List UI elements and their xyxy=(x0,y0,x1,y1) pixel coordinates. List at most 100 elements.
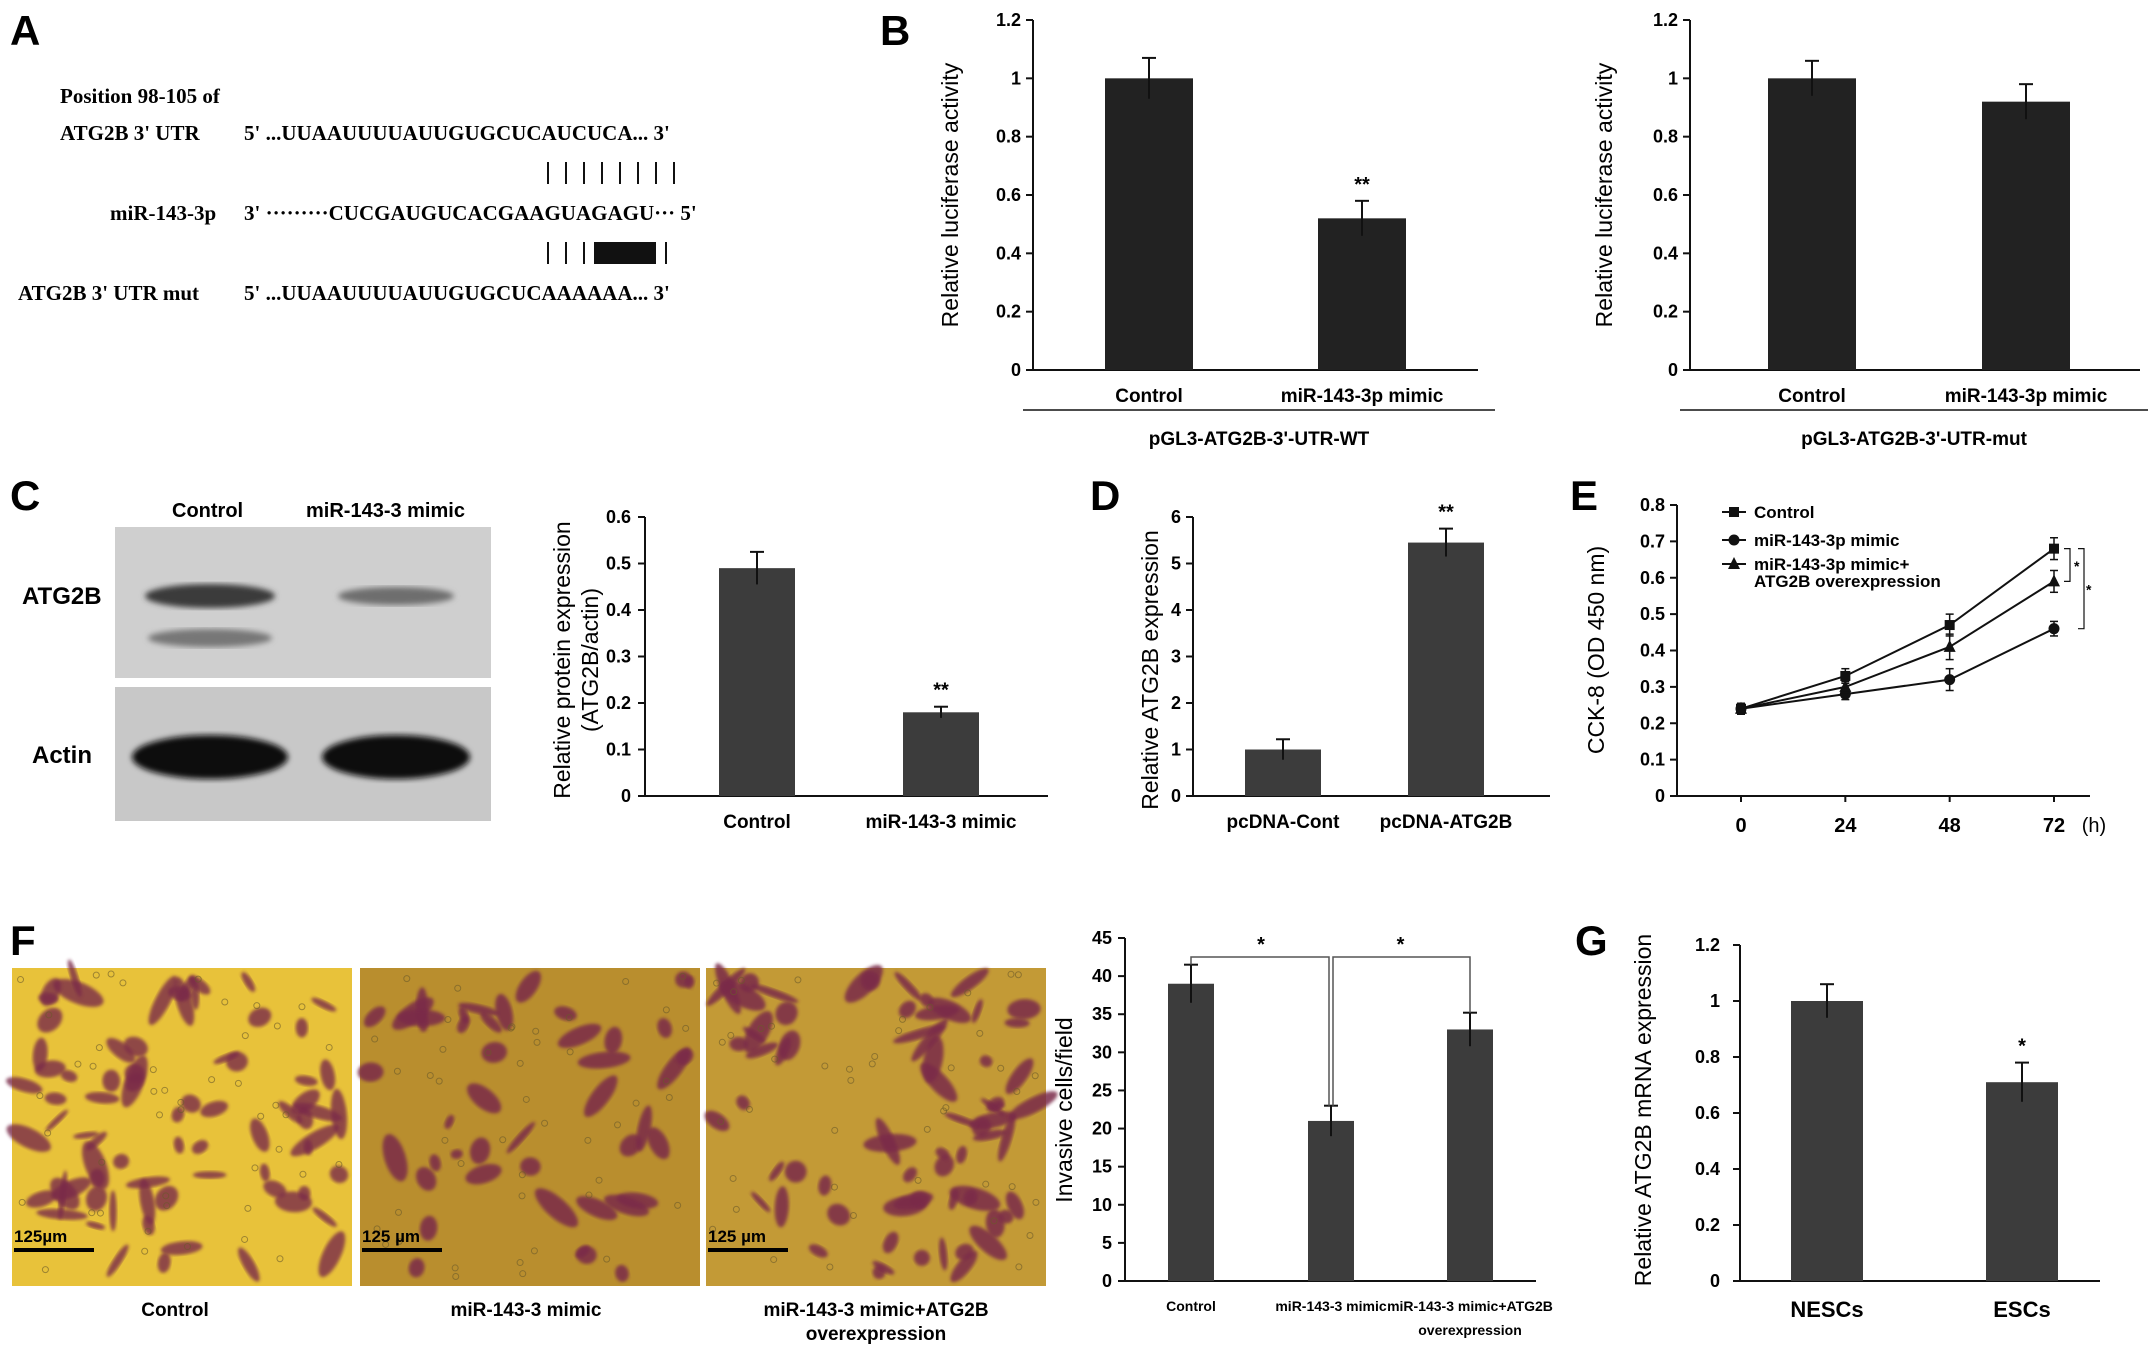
invading-cell xyxy=(615,1264,629,1282)
invading-cell xyxy=(86,1221,105,1230)
y-axis-title-line1: Relative protein expression xyxy=(549,521,575,798)
invading-cell xyxy=(955,1243,974,1261)
bar-3 xyxy=(1447,1029,1493,1281)
chart-b-mut: 0 0.2 0.4 0.6 0.8 1 1.2 Control miR-143-3p mimic… xyxy=(1591,10,2148,450)
invading-cell xyxy=(60,1070,78,1083)
chart-d-expression: 0 1 2 3 4 5 6 ** pcDNA-Cont pcDNA-ATG2B Relative A… xyxy=(1137,502,1550,833)
series-point-2 xyxy=(1944,674,1956,686)
band-actin-control xyxy=(132,735,288,779)
invading-cell xyxy=(278,1101,303,1124)
group-label: pGL3-ATG2B-3'-UTR-mut xyxy=(1801,429,2027,450)
y-tick-label: 0.3 xyxy=(606,647,631,667)
invading-cell xyxy=(956,1145,967,1164)
membrane-pore xyxy=(522,1095,530,1103)
y-tick-label: 0.5 xyxy=(1640,604,1665,624)
membrane-pore xyxy=(373,1225,381,1233)
panel-letter-f: F xyxy=(10,917,36,964)
invading-cell xyxy=(520,1157,541,1176)
legend-label: Control xyxy=(1754,503,1814,522)
blot-col-control: Control xyxy=(172,500,243,522)
membrane-pore xyxy=(729,1174,737,1182)
membrane-pore xyxy=(662,1077,670,1085)
membrane-pore xyxy=(89,1062,97,1070)
membrane-pore xyxy=(241,1235,249,1243)
invading-cell xyxy=(774,1186,789,1228)
band-actin-mimic xyxy=(322,735,470,779)
membrane-pore xyxy=(161,1086,169,1094)
membrane-pore xyxy=(632,1099,640,1107)
invading-cell xyxy=(704,1110,730,1132)
invading-cell xyxy=(303,1139,313,1156)
y-tick-label: 0.6 xyxy=(1640,568,1665,588)
membrane-pore xyxy=(272,1101,280,1109)
membrane-pore xyxy=(997,1064,1005,1072)
membrane-pore xyxy=(947,1064,955,1072)
membrane-pore xyxy=(614,1121,622,1129)
panel-letter-a: A xyxy=(10,7,40,54)
invading-cell xyxy=(106,1037,136,1063)
membrane-pore xyxy=(508,1023,516,1031)
invading-cell xyxy=(241,972,256,992)
membrane-pore xyxy=(96,1209,104,1217)
y-tick-label: 0.7 xyxy=(1640,531,1665,551)
category-label: pcDNA-Cont xyxy=(1227,812,1341,833)
membrane-pore xyxy=(194,975,202,983)
invading-cell xyxy=(863,1133,917,1153)
membrane-pore xyxy=(1013,1088,1021,1096)
invading-cell xyxy=(259,1163,270,1182)
caption-rescue-line2: overexpression xyxy=(806,1324,946,1345)
invading-cell xyxy=(1005,1058,1034,1095)
membrane-pore xyxy=(768,1022,776,1030)
y-tick-label: 0 xyxy=(1171,786,1181,806)
micrograph-mimic-stain xyxy=(357,970,695,1282)
membrane-pore xyxy=(393,1067,401,1075)
invading-cell xyxy=(444,1114,455,1129)
membrane-pore xyxy=(371,1035,379,1043)
invading-cell xyxy=(636,1105,652,1152)
membrane-pore xyxy=(452,1272,460,1280)
invading-cell xyxy=(157,1252,171,1273)
invading-cell xyxy=(178,975,195,1002)
y-tick-label: 45 xyxy=(1092,928,1112,948)
y-tick-label: 1 xyxy=(1171,740,1181,760)
membrane-pore xyxy=(241,1032,249,1040)
invading-cell xyxy=(6,1124,51,1152)
invading-cell xyxy=(38,992,59,1004)
y-axis-title: Relative luciferase activity xyxy=(1591,62,1617,327)
invading-cell xyxy=(1005,1191,1024,1220)
x-tick-label: 0 xyxy=(1735,815,1746,837)
invading-cell xyxy=(928,997,972,1024)
significance-label: ** xyxy=(1354,174,1370,196)
micrograph-control xyxy=(12,968,352,1286)
mirna-label: miR-143-3p xyxy=(110,201,216,225)
sig-mark-1: * xyxy=(1257,934,1265,956)
band-atg2b-control-lower xyxy=(148,629,272,647)
invading-cell xyxy=(419,1215,438,1241)
invading-cell xyxy=(911,1018,948,1062)
micrograph-control-stain xyxy=(6,959,349,1282)
y-axis-title: Invasive cells/field xyxy=(1051,1017,1077,1202)
membrane-pore xyxy=(982,1180,990,1188)
sig-bracket-2 xyxy=(2078,548,2085,630)
membrane-pore xyxy=(1032,1198,1040,1206)
y-tick-label: 0 xyxy=(1102,1271,1112,1291)
micrograph-rescue-stain xyxy=(704,963,1058,1283)
invading-cell xyxy=(934,1154,954,1177)
invading-cell xyxy=(294,1075,318,1086)
y-tick-label: 0.6 xyxy=(996,185,1021,205)
sig-mark-2: * xyxy=(1397,934,1405,956)
invading-cell xyxy=(274,1191,312,1213)
y-tick-label: 20 xyxy=(1092,1119,1112,1139)
membrane-pore xyxy=(1031,1072,1039,1080)
band-atg2b-mimic xyxy=(338,587,454,605)
invading-cell xyxy=(603,1194,650,1217)
invading-cell xyxy=(25,1190,57,1208)
legend-label: miR-143-3p mimic xyxy=(1754,531,1900,550)
category-label: miR-143-3 mimic xyxy=(1275,1298,1386,1314)
y-tick-label: 0.6 xyxy=(606,507,631,527)
invading-cell xyxy=(750,984,799,1003)
sig-mark-2: * xyxy=(2086,582,2092,598)
bar-2 xyxy=(1986,1082,2058,1281)
invading-cell xyxy=(320,1059,336,1091)
invading-cell xyxy=(295,1018,308,1038)
